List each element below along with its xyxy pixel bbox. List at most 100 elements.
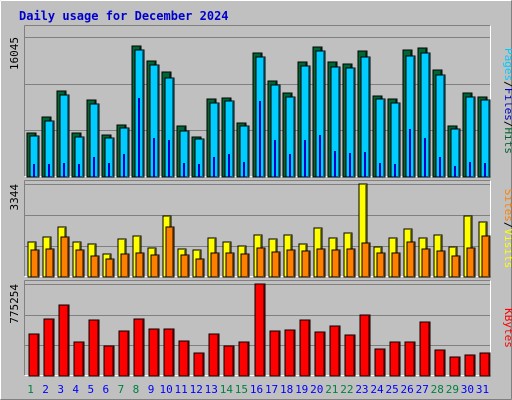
bar-kbytes-day-8: [133, 318, 145, 377]
bar-shade: [217, 335, 219, 376]
bar-kbytes-day-25: [389, 341, 401, 377]
bar-sites-day-21: [331, 249, 341, 278]
bar-kbytes-day-27: [419, 321, 431, 377]
x-tick-day-28: 28: [431, 383, 444, 396]
bar-sites-day-1: [30, 249, 40, 278]
bar-shade: [293, 251, 295, 277]
bar-pages-day-7: [123, 154, 125, 177]
x-tick-day-18: 18: [280, 383, 293, 396]
x-tick-day-10: 10: [159, 383, 172, 396]
bar-pages-day-8: [138, 98, 140, 177]
bar-shade: [127, 255, 129, 277]
bar-kbytes-day-16: [254, 283, 266, 377]
x-tick-day-17: 17: [265, 383, 278, 396]
bar-shade: [217, 104, 219, 177]
bar-pages-day-14: [228, 154, 230, 177]
bar-sites-day-20: [316, 248, 326, 278]
bar-sites-day-10: [165, 226, 175, 278]
bar-shade: [353, 336, 355, 376]
y-max-label: 3344: [8, 184, 21, 211]
bar-shade: [278, 332, 280, 376]
bar-pages-day-10: [168, 140, 170, 177]
bar-shade: [263, 285, 265, 376]
bar-kbytes-day-4: [73, 341, 85, 377]
legend-label: Visits: [502, 229, 512, 269]
bar-shade: [368, 58, 370, 177]
x-tick-day-25: 25: [385, 383, 398, 396]
bar-kbytes-day-10: [163, 328, 175, 377]
bar-shade: [383, 350, 385, 376]
bar-pages-day-5: [93, 157, 95, 177]
bar-shade: [473, 356, 475, 376]
bar-shade: [217, 254, 219, 277]
y-max-label: 16045: [8, 37, 21, 70]
bar-shade: [398, 104, 400, 177]
legend-label: Hits: [502, 128, 512, 155]
x-tick-day-7: 7: [118, 383, 125, 396]
bar-shade: [82, 138, 84, 177]
legend-label: /: [502, 121, 512, 128]
bar-sites-day-7: [120, 253, 130, 278]
bar-shade: [458, 358, 460, 376]
bar-kbytes-day-29: [449, 356, 461, 377]
x-tick-day-24: 24: [370, 383, 384, 396]
bar-sites-day-23: [361, 242, 371, 278]
bar-pages-day-17: [274, 140, 276, 177]
bar-shade: [172, 79, 174, 177]
bar-pages-day-18: [289, 154, 291, 177]
bar-pages-day-20: [319, 135, 321, 177]
bar-sites-day-31: [481, 235, 491, 278]
x-tick-day-21: 21: [325, 383, 338, 396]
bar-shade: [52, 250, 54, 277]
bar-shade: [293, 331, 295, 376]
bar-kbytes-day-18: [284, 329, 296, 377]
bar-kbytes-day-3: [58, 304, 70, 377]
bar-sites-day-11: [180, 254, 190, 278]
bar-shade: [338, 68, 340, 177]
bar-shade: [187, 256, 189, 277]
bar-sites-day-6: [105, 258, 115, 278]
bar-shade: [323, 52, 325, 177]
x-tick-day-6: 6: [103, 383, 110, 396]
bar-shade: [368, 244, 370, 277]
bar-shade: [52, 122, 54, 177]
bar-pages-day-22: [349, 153, 351, 177]
bar-sites-day-3: [60, 236, 70, 278]
bar-kbytes-day-15: [238, 341, 250, 377]
bar-shade: [247, 343, 249, 376]
bar-kbytes-day-23: [359, 314, 371, 377]
panel-visits-sites: 3344 Sites/Visits: [8, 180, 512, 278]
bar-shade: [37, 137, 39, 177]
bar-shade: [488, 101, 490, 177]
bar-pages-day-19: [304, 140, 306, 177]
bar-shade: [52, 320, 54, 376]
bar-shade: [473, 98, 475, 177]
bar-shade: [443, 252, 445, 277]
bar-shade: [368, 316, 370, 376]
bar-shade: [67, 96, 69, 177]
bar-pages-day-11: [183, 163, 185, 177]
bar-sites-day-12: [195, 258, 205, 278]
legend-label: Sites: [502, 189, 512, 222]
bar-pages-day-4: [78, 164, 80, 177]
bar-kbytes-day-11: [178, 340, 190, 377]
x-tick-day-3: 3: [57, 383, 64, 396]
bar-pages-day-31: [484, 163, 486, 177]
x-tick-day-20: 20: [310, 383, 323, 396]
x-tick-day-8: 8: [133, 383, 140, 396]
x-tick-day-2: 2: [42, 383, 49, 396]
bar-shade: [37, 251, 39, 277]
bar-pages-day-27: [424, 138, 426, 177]
bar-shade: [187, 342, 189, 376]
x-tick-day-15: 15: [235, 383, 248, 396]
x-tick-day-14: 14: [220, 383, 234, 396]
bar-sites-day-27: [421, 248, 431, 278]
y-max-label: 775254: [8, 284, 21, 324]
legend-label: KBytes: [502, 308, 512, 348]
bar-shade: [353, 250, 355, 277]
panel-kbytes: 775254 KBytes: [8, 280, 512, 377]
bar-shade: [172, 228, 174, 277]
x-tick-day-4: 4: [72, 383, 79, 396]
